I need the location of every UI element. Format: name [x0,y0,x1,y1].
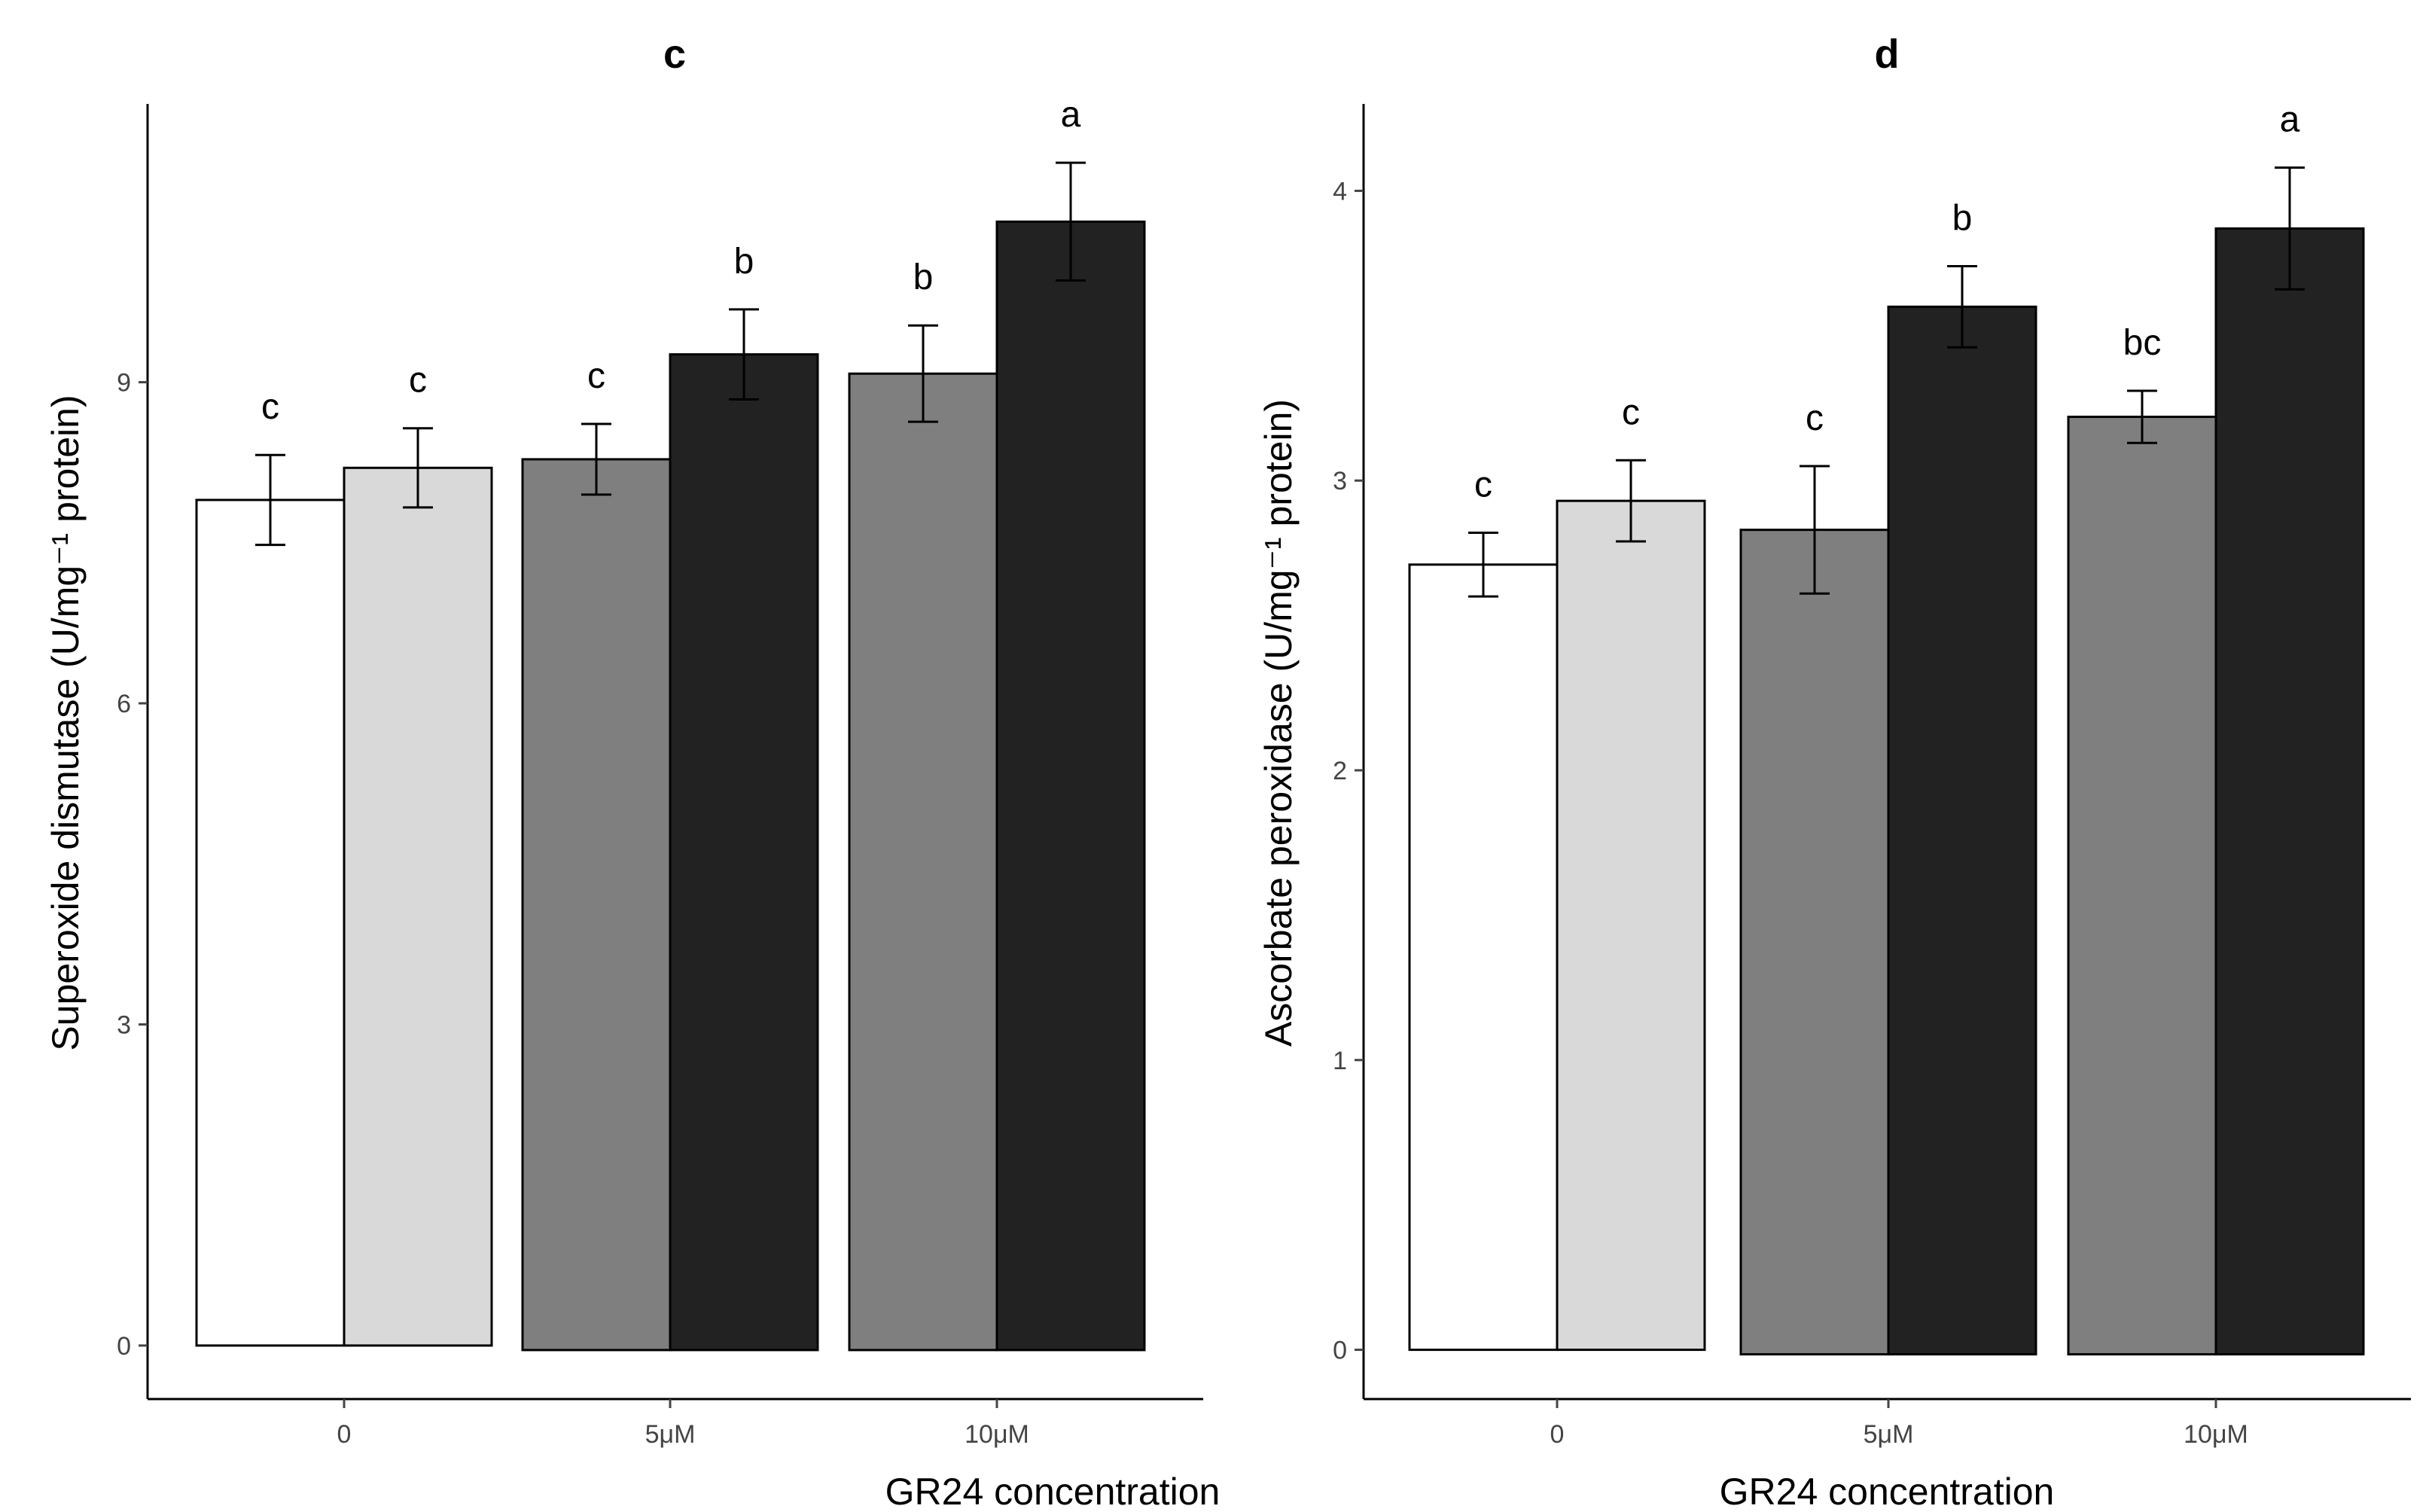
y-tick-label: 3 [1333,467,1347,495]
panel-title: c [663,32,686,77]
y-tick-label: 9 [117,369,131,398]
x-tick-label: 5μM [645,1420,696,1449]
bar [995,220,1146,1352]
panel-d: d GR24 concentration Ascorbate peroxidas… [1257,32,2411,1512]
significance-label: b [734,242,754,282]
y-tick-label: 1 [1333,1047,1347,1075]
bar [1739,529,1890,1356]
significance-label: c [1622,392,1640,432]
panel-title: d [1875,32,1900,77]
x-tick-label: 10μM [2184,1420,2248,1449]
y-tick-label: 0 [117,1332,131,1361]
significance-label: c [1474,465,1492,505]
x-tick-label: 0 [1550,1420,1565,1449]
bar [848,372,998,1352]
bar [2214,227,2365,1356]
y-tick-label: 4 [1333,177,1347,206]
y-tick-label: 6 [117,690,131,718]
significance-label: bc [2123,323,2162,363]
y-axis-label: Superoxide dismutase (U/mg⁻¹ protein) [44,395,87,1050]
y-tick-label: 2 [1333,757,1347,785]
significance-label: c [261,387,279,427]
significance-label: c [409,361,427,401]
significance-label: c [587,356,605,396]
significance-label: c [1806,398,1824,438]
plot-area: 0 1 2 3 4 0 5μM 10μM c c c b bc a [1333,100,2411,1449]
x-tick-label: 5μM [1864,1420,1914,1449]
bar [1556,499,1706,1352]
significance-label: a [1061,95,1081,135]
plot-area: 0 3 6 9 0 5μM 10μM c c c b b a [117,95,1203,1449]
significance-label: b [913,258,934,297]
bar [1408,563,1559,1352]
bar [343,466,493,1347]
bar [2067,416,2217,1356]
x-tick-label: 0 [337,1420,352,1449]
bar [669,353,819,1352]
x-tick-label: 10μM [965,1420,1029,1449]
significance-label: a [2280,100,2300,140]
y-tick-label: 3 [117,1011,131,1039]
x-axis-label: GR24 concentration [885,1471,1221,1512]
y-tick-label: 0 [1333,1337,1347,1365]
panel-c: c GR24 concentration Superoxide dismutas… [44,32,1220,1512]
bar [1887,305,2037,1356]
bar [195,498,346,1347]
x-axis-label: GR24 concentration [1720,1471,2055,1512]
y-axis-label: Ascorbate peroxidase (U/mg⁻¹ protein) [1257,399,1300,1047]
significance-label: b [1952,198,1973,238]
bar [521,458,672,1352]
